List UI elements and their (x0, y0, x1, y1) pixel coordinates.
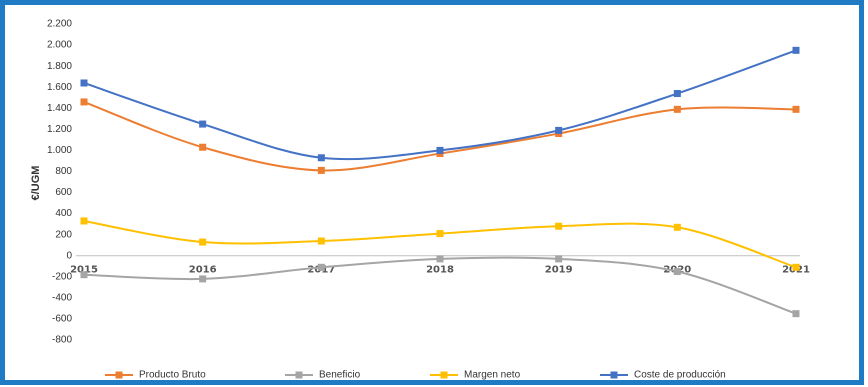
marker (317, 166, 325, 174)
legend-label: Coste de producción (634, 370, 726, 381)
marker (673, 90, 681, 98)
y-tick-label: 2.200 (47, 19, 72, 30)
y-tick-label: 1.200 (47, 124, 72, 135)
legend-marker (610, 371, 618, 379)
marker (80, 271, 88, 279)
y-tick-label: -400 (52, 293, 72, 304)
marker (555, 255, 563, 263)
y-tick-label: 1.800 (47, 61, 72, 72)
x-tick-label: 2015 (70, 265, 98, 276)
marker (199, 143, 207, 151)
x-tick-label: 2018 (426, 265, 454, 276)
y-tick-label: 1.000 (47, 145, 72, 156)
marker (792, 46, 800, 54)
y-tick-label: 0 (66, 250, 72, 261)
y-tick-label: 1.400 (47, 103, 72, 114)
marker (673, 223, 681, 231)
legend-label: Producto Bruto (139, 370, 206, 381)
marker (673, 105, 681, 113)
legend-label: Beneficio (319, 370, 361, 381)
marker (317, 154, 325, 162)
marker (199, 120, 207, 128)
marker (792, 310, 800, 318)
marker (436, 146, 444, 154)
y-tick-label: -800 (52, 335, 72, 346)
marker (80, 98, 88, 106)
marker (555, 222, 563, 230)
y-tick-label: -200 (52, 271, 72, 282)
legend-marker (440, 371, 448, 379)
x-tick-label: 2019 (545, 265, 573, 276)
y-tick-label: 200 (55, 229, 72, 240)
marker (436, 255, 444, 263)
marker (555, 126, 563, 134)
y-tick-label: 800 (55, 166, 72, 177)
y-tick-label: 2.000 (47, 40, 72, 51)
marker (317, 263, 325, 271)
legend-marker (115, 371, 123, 379)
y-tick-label: 400 (55, 208, 72, 219)
y-tick-label: 1.600 (47, 82, 72, 93)
marker (317, 237, 325, 245)
marker (80, 217, 88, 225)
marker (673, 268, 681, 276)
marker (436, 230, 444, 238)
marker (792, 105, 800, 113)
marker (199, 275, 207, 283)
y-tick-label: -600 (52, 314, 72, 325)
x-tick-label: 2016 (189, 265, 217, 276)
marker (199, 238, 207, 246)
legend-marker (295, 371, 303, 379)
marker (80, 79, 88, 87)
y-tick-label: 600 (55, 187, 72, 198)
marker (792, 263, 800, 271)
legend-label: Margen neto (464, 370, 521, 381)
y-axis-title: €/UGM (30, 166, 42, 201)
